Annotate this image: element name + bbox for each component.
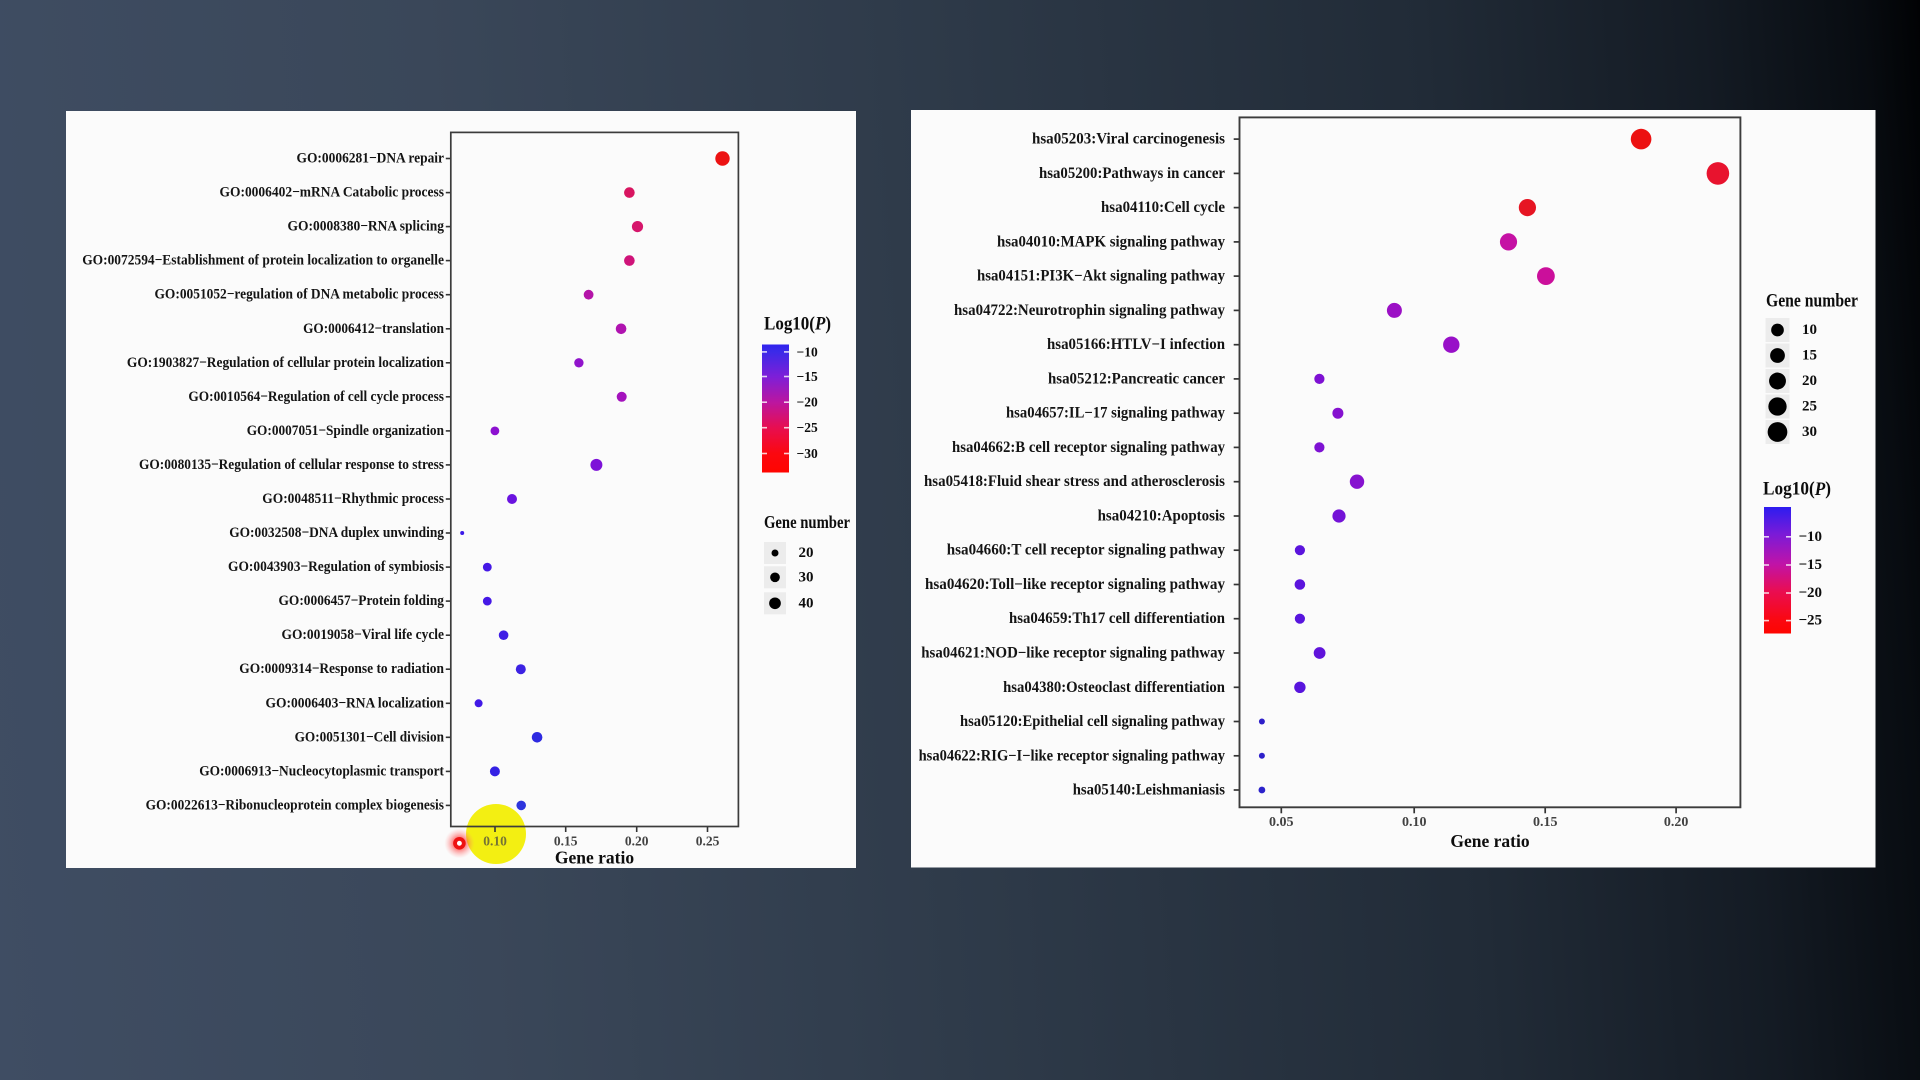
svg-text:GO:0043903−Regulation of symbi: GO:0043903−Regulation of symbiosis (228, 559, 444, 575)
svg-text:Log10(P): Log10(P) (1763, 479, 1831, 500)
svg-text:GO:0006281−DNA repair: GO:0006281−DNA repair (297, 151, 445, 167)
svg-text:25: 25 (1802, 399, 1817, 415)
svg-text:GO:0008380−RNA splicing: GO:0008380−RNA splicing (288, 219, 445, 235)
svg-text:−25: −25 (1799, 613, 1823, 629)
svg-text:Gene ratio: Gene ratio (1450, 831, 1529, 851)
svg-text:hsa04722:Neurotrophin signalin: hsa04722:Neurotrophin signaling pathway (954, 302, 1225, 319)
svg-text:hsa04110:Cell cycle: hsa04110:Cell cycle (1101, 199, 1225, 216)
svg-text:−10: −10 (1799, 529, 1823, 545)
svg-text:GO:0006403−RNA localization: GO:0006403−RNA localization (266, 695, 445, 711)
svg-text:hsa05212:Pancreatic cancer: hsa05212:Pancreatic cancer (1048, 370, 1225, 387)
svg-text:hsa05120:Epithelial cell signa: hsa05120:Epithelial cell signaling pathw… (960, 713, 1225, 730)
svg-text:hsa05140:Leishmaniasis: hsa05140:Leishmaniasis (1073, 782, 1225, 799)
svg-text:hsa05203:Viral carcinogenesis: hsa05203:Viral carcinogenesis (1032, 131, 1225, 148)
svg-text:hsa04660:T cell receptor signa: hsa04660:T cell receptor signaling pathw… (947, 542, 1225, 559)
svg-text:10: 10 (1802, 322, 1817, 338)
svg-text:GO:0010564−Regulation of cell: GO:0010564−Regulation of cell cycle proc… (188, 389, 444, 405)
svg-text:hsa04662:B cell receptor signa: hsa04662:B cell receptor signaling pathw… (952, 439, 1225, 456)
svg-text:GO:0051301−Cell division: GO:0051301−Cell division (295, 729, 445, 745)
svg-text:hsa04380:Osteoclast differenti: hsa04380:Osteoclast differentiation (1003, 679, 1225, 696)
svg-text:0.05: 0.05 (1269, 815, 1294, 830)
svg-text:GO:0006457−Protein folding: GO:0006457−Protein folding (279, 593, 445, 609)
svg-text:hsa04659:Th17 cell differentia: hsa04659:Th17 cell differentiation (1009, 610, 1225, 627)
svg-text:GO:0032508−DNA duplex unwindin: GO:0032508−DNA duplex unwinding (229, 525, 444, 541)
svg-text:GO:0080135−Regulation of cellu: GO:0080135−Regulation of cellular respon… (139, 457, 444, 473)
svg-text:GO:0019058−Viral life cycle: GO:0019058−Viral life cycle (282, 627, 445, 643)
svg-text:GO:0009314−Response to radiati: GO:0009314−Response to radiation (239, 661, 444, 677)
svg-text:hsa04657:IL−17 signaling pathw: hsa04657:IL−17 signaling pathway (1006, 405, 1225, 422)
svg-text:−30: −30 (797, 446, 818, 461)
svg-text:hsa05418:Fluid shear stress an: hsa05418:Fluid shear stress and atherosc… (924, 473, 1225, 490)
svg-text:0.10: 0.10 (483, 834, 507, 849)
svg-text:0.15: 0.15 (1533, 815, 1558, 830)
svg-text:−25: −25 (797, 420, 818, 435)
svg-text:hsa04151:PI3K−Akt signaling pa: hsa04151:PI3K−Akt signaling pathway (977, 268, 1225, 285)
svg-text:0.25: 0.25 (696, 834, 720, 849)
svg-text:GO:0007051−Spindle organizatio: GO:0007051−Spindle organization (247, 423, 445, 439)
svg-text:GO:0006913−Nucleocytoplasmic t: GO:0006913−Nucleocytoplasmic transport (199, 763, 444, 779)
svg-text:hsa05166:HTLV−I infection: hsa05166:HTLV−I infection (1047, 336, 1225, 353)
svg-text:hsa04620:Toll−like receptor si: hsa04620:Toll−like receptor signaling pa… (925, 576, 1225, 593)
svg-text:GO:0022613−Ribonucleoprotein c: GO:0022613−Ribonucleoprotein complex bio… (146, 797, 445, 813)
svg-text:hsa04010:MAPK signaling pathwa: hsa04010:MAPK signaling pathway (997, 233, 1225, 250)
svg-text:Gene ratio: Gene ratio (555, 848, 634, 868)
svg-text:0.15: 0.15 (554, 834, 578, 849)
svg-text:GO:0048511−Rhythmic process: GO:0048511−Rhythmic process (262, 491, 444, 507)
svg-text:20: 20 (799, 545, 814, 561)
svg-text:40: 40 (799, 595, 814, 611)
svg-text:0.20: 0.20 (1664, 815, 1689, 830)
svg-text:GO:0072594−Establishment of pr: GO:0072594−Establishment of protein loca… (82, 253, 444, 269)
svg-text:GO:0006402−mRNA Catabolic proc: GO:0006402−mRNA Catabolic process (220, 185, 445, 201)
svg-text:0.10: 0.10 (1402, 815, 1427, 830)
svg-text:−20: −20 (1799, 585, 1823, 601)
svg-text:15: 15 (1802, 348, 1817, 364)
svg-text:−15: −15 (797, 369, 818, 384)
svg-text:GO:0006412−translation: GO:0006412−translation (303, 321, 444, 337)
svg-text:20: 20 (1802, 373, 1817, 389)
svg-text:GO:0051052−regulation of DNA m: GO:0051052−regulation of DNA metabolic p… (155, 287, 445, 303)
svg-text:30: 30 (1802, 424, 1817, 440)
svg-text:Gene number: Gene number (764, 512, 850, 532)
svg-text:30: 30 (799, 569, 814, 585)
svg-text:Gene number: Gene number (1766, 292, 1858, 312)
svg-text:hsa04622:RIG−I−like receptor s: hsa04622:RIG−I−like receptor signaling p… (919, 747, 1226, 764)
svg-text:hsa04621:NOD−like receptor sig: hsa04621:NOD−like receptor signaling pat… (921, 645, 1225, 662)
svg-text:GO:1903827−Regulation of cellu: GO:1903827−Regulation of cellular protei… (127, 355, 445, 371)
svg-text:0.20: 0.20 (625, 834, 649, 849)
svg-text:hsa04210:Apoptosis: hsa04210:Apoptosis (1098, 508, 1225, 525)
svg-text:−10: −10 (797, 344, 818, 359)
svg-text:−20: −20 (797, 395, 818, 410)
svg-text:−15: −15 (1799, 557, 1823, 573)
svg-text:Log10(P): Log10(P) (764, 315, 831, 335)
svg-text:hsa05200:Pathways in cancer: hsa05200:Pathways in cancer (1039, 165, 1225, 182)
